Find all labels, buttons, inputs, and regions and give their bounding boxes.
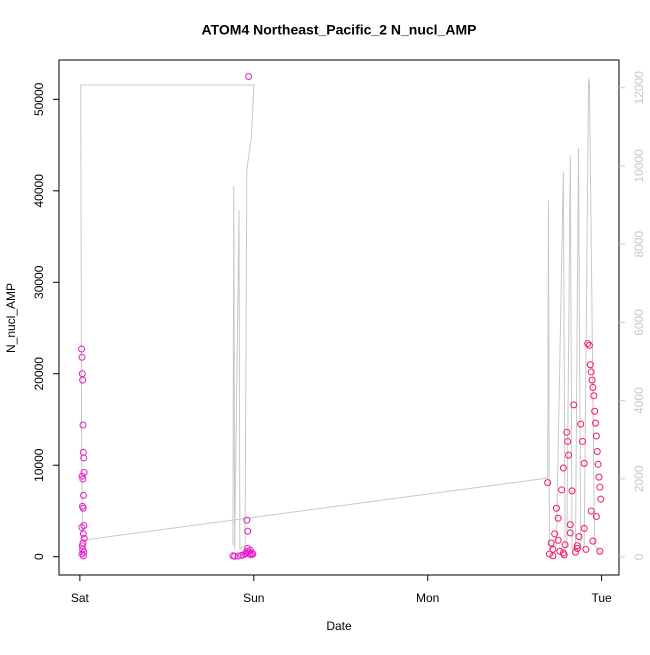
point <box>564 437 572 445</box>
point <box>573 542 581 550</box>
point <box>563 428 571 436</box>
point <box>589 383 597 391</box>
point <box>592 432 600 440</box>
point <box>585 341 593 349</box>
point <box>578 437 586 445</box>
point <box>80 491 88 499</box>
point <box>551 530 559 538</box>
line <box>80 77 602 554</box>
point <box>552 504 560 512</box>
point <box>79 376 87 384</box>
point <box>245 72 253 80</box>
point <box>248 549 256 557</box>
point <box>597 495 605 503</box>
point <box>80 522 88 530</box>
point <box>549 552 557 560</box>
point <box>594 460 602 468</box>
point <box>593 448 601 456</box>
point <box>596 483 604 491</box>
point <box>78 542 86 550</box>
point <box>591 407 599 415</box>
point <box>79 530 87 538</box>
point <box>565 451 573 459</box>
y2-tick-label: 0 <box>632 553 646 560</box>
point <box>231 552 239 560</box>
plot-box <box>58 59 620 576</box>
point <box>580 459 588 467</box>
point <box>78 523 86 531</box>
point <box>587 507 595 515</box>
point <box>573 544 581 552</box>
y2-tick-label: 4000 <box>632 387 646 414</box>
point <box>80 534 88 542</box>
point <box>586 361 594 369</box>
point <box>559 464 567 472</box>
point <box>80 454 88 462</box>
point <box>566 521 574 529</box>
x-axis-label: Date <box>326 619 352 633</box>
point <box>580 524 588 532</box>
y-tick-label: 0 <box>32 553 46 560</box>
point <box>79 421 87 429</box>
point <box>554 536 562 544</box>
point <box>234 552 242 560</box>
point <box>587 368 595 376</box>
point <box>572 548 580 556</box>
point <box>570 401 578 409</box>
y-tick-label: 10000 <box>32 448 46 482</box>
point <box>590 392 598 400</box>
point <box>568 487 576 495</box>
point <box>592 419 600 427</box>
point <box>80 548 88 556</box>
point <box>589 537 597 545</box>
y-tick-label: 40000 <box>32 174 46 208</box>
point <box>566 529 574 537</box>
y-tick-label: 20000 <box>32 357 46 391</box>
y-tick-label: 50000 <box>32 82 46 116</box>
point <box>78 550 86 558</box>
point <box>244 527 252 535</box>
x-tick-label: Mon <box>416 591 439 605</box>
x-tick-label: Sun <box>243 591 264 605</box>
point <box>545 550 553 558</box>
x-tick-label: Tue <box>591 591 612 605</box>
point <box>547 539 555 547</box>
point <box>559 549 567 557</box>
point <box>558 486 566 494</box>
point <box>544 479 552 487</box>
point <box>582 545 590 553</box>
point <box>78 472 86 480</box>
y2-tick-label: 6000 <box>632 309 646 336</box>
point <box>595 473 603 481</box>
y2-tick-label: 2000 <box>632 465 646 492</box>
point <box>78 353 86 361</box>
point <box>596 547 604 555</box>
point <box>584 340 592 348</box>
y2-tick-label: 10000 <box>632 149 646 183</box>
point <box>243 516 251 524</box>
point <box>575 533 583 541</box>
point <box>80 469 88 477</box>
point <box>79 475 87 483</box>
point <box>79 504 87 512</box>
point <box>561 541 569 549</box>
y2-tick-label: 8000 <box>632 231 646 258</box>
point <box>592 512 600 520</box>
point <box>588 376 596 384</box>
y-axis-label: N_nucl_AMP <box>4 283 18 353</box>
point <box>577 420 585 428</box>
x-tick-label: Sat <box>71 591 90 605</box>
chart-title: ATOM4 Northeast_Pacific_2 N_nucl_AMP <box>202 22 477 38</box>
point <box>556 547 564 555</box>
point <box>249 550 257 558</box>
point <box>78 345 86 353</box>
y2-tick-label: 12000 <box>632 71 646 105</box>
y-tick-label: 30000 <box>32 265 46 299</box>
point <box>554 514 562 522</box>
point <box>79 552 87 560</box>
